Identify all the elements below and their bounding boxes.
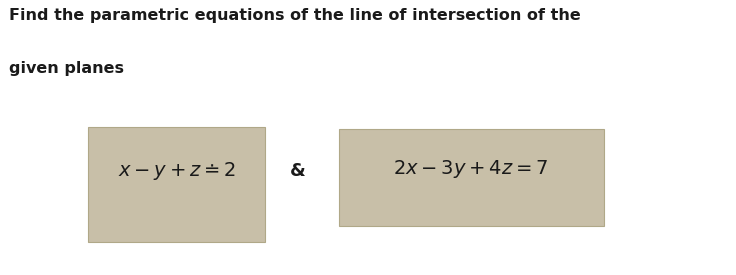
Text: $2x - 3y + 4z = 7$: $2x - 3y + 4z = 7$ (394, 158, 548, 180)
Text: &: & (290, 161, 306, 180)
FancyBboxPatch shape (88, 126, 265, 242)
Text: given planes: given planes (9, 60, 124, 76)
Text: $x - y + z \doteq 2$: $x - y + z \doteq 2$ (118, 160, 236, 182)
Text: Find the parametric equations of the line of intersection of the: Find the parametric equations of the lin… (9, 8, 581, 23)
FancyBboxPatch shape (339, 129, 604, 226)
